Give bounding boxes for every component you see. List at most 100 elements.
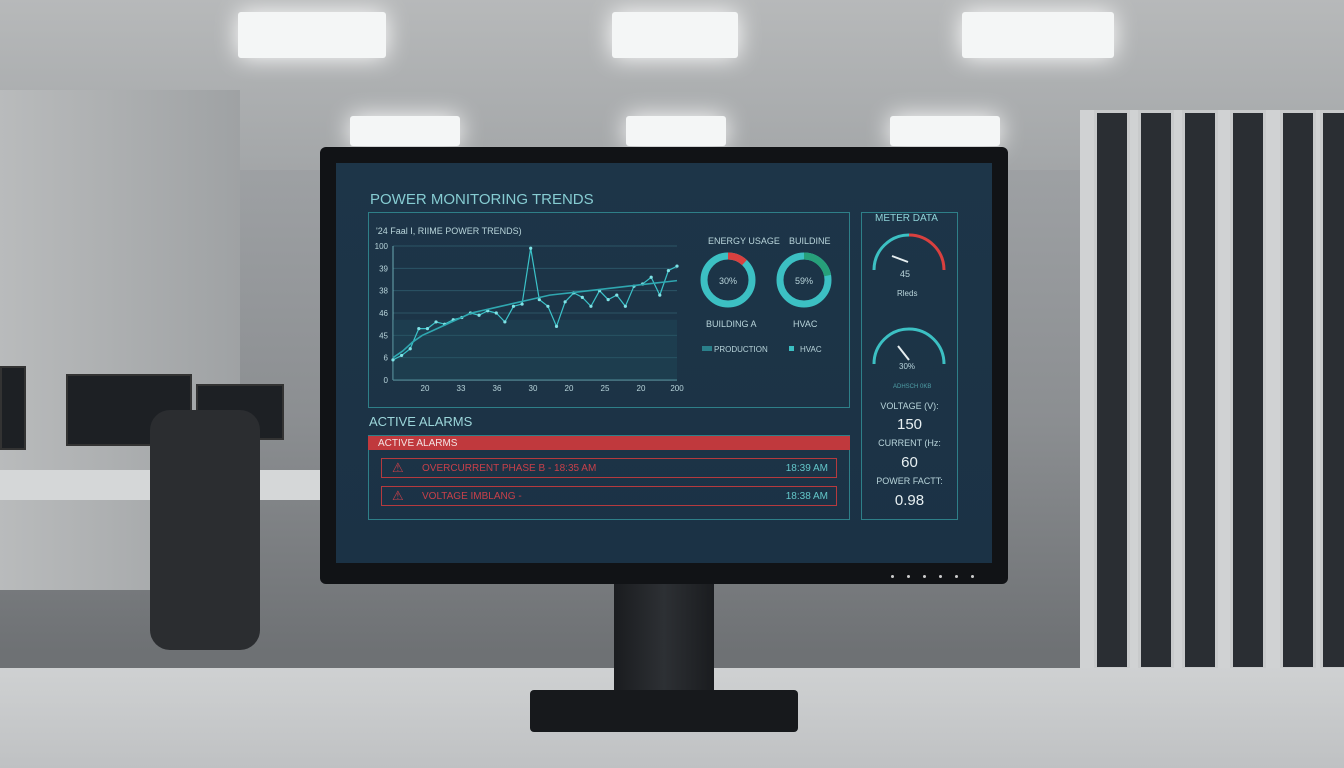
trend-panel: [368, 212, 850, 408]
data-point: [615, 293, 619, 297]
dashboard-screen: [336, 163, 992, 563]
y-tick-label: 45: [379, 331, 388, 340]
power-factor-label: POWER FACTT:: [876, 476, 943, 486]
data-point: [408, 347, 412, 351]
monitor-base: [530, 690, 798, 732]
data-point: [425, 327, 430, 331]
donut-label: HVAC: [793, 319, 818, 329]
background-monitor: [0, 366, 26, 450]
x-tick-label: 20: [421, 384, 430, 393]
donut-value: 59%: [794, 276, 813, 286]
donut-label: BUILDING A: [706, 319, 757, 329]
monitor-button[interactable]: [907, 575, 910, 578]
gauge-2: [872, 327, 946, 365]
data-point: [434, 320, 438, 324]
x-tick-label: 25: [601, 384, 610, 393]
y-tick-label: 39: [379, 264, 388, 273]
gauge-needle: [891, 255, 909, 263]
data-point: [503, 320, 507, 324]
data-point: [580, 295, 584, 299]
x-tick-label: 20: [637, 384, 646, 393]
alarm-row[interactable]: ⚠ OVERCURRENT PHASE B - 18:35 AM 18:39 A…: [381, 458, 837, 478]
x-tick-label: 20: [565, 384, 574, 393]
gauge-label: ADHSCH 0KB: [893, 384, 932, 390]
series-line: [392, 248, 678, 361]
data-point: [520, 302, 524, 306]
gauge-label: Rleds: [897, 289, 918, 298]
data-point: [649, 275, 653, 279]
y-tick-label: 100: [375, 242, 389, 251]
data-point: [537, 298, 541, 302]
data-point: [658, 293, 662, 297]
meter-panel: [861, 212, 958, 520]
data-point: [546, 304, 550, 308]
data-point: [494, 311, 498, 315]
data-point: [589, 304, 593, 308]
alarms-title: ACTIVE ALARMS: [369, 414, 473, 429]
x-tick-label: 33: [457, 384, 466, 393]
alarm-message: OVERCURRENT PHASE B - 18:35 AM: [422, 463, 597, 474]
y-tick-label: 6: [384, 354, 389, 363]
data-point: [666, 268, 670, 273]
x-tick-label: 30: [529, 384, 538, 393]
data-point: [606, 298, 610, 302]
alarm-message: VOLTAGE IMBLANG -: [422, 491, 522, 502]
monitor-button[interactable]: [939, 575, 942, 578]
monitor-button[interactable]: [955, 575, 958, 578]
data-point: [563, 300, 567, 304]
warning-icon: ⚠: [392, 460, 404, 475]
energy-usage-subtitle: BUILDINE: [789, 236, 831, 246]
y-tick-label: 46: [379, 309, 388, 318]
data-point: [417, 327, 421, 331]
monitor-power-button[interactable]: [971, 575, 974, 578]
data-point: [511, 304, 516, 308]
ceiling-light: [350, 116, 460, 146]
ceiling-light: [238, 12, 386, 58]
energy-usage-title: ENERGY USAGE: [708, 236, 780, 246]
legend-label: HVAC: [800, 345, 822, 354]
y-tick-label: 0: [384, 376, 389, 385]
legend-swatch: [702, 346, 712, 351]
voltage-label: VOLTAGE (V):: [880, 401, 939, 411]
monitor-stand: [614, 584, 714, 696]
office-chair: [150, 410, 260, 650]
data-point: [554, 324, 559, 328]
area-fill: [393, 319, 677, 380]
data-point: [623, 304, 627, 308]
current-value: 60: [901, 454, 918, 471]
alarm-time: 18:38 AM: [785, 491, 828, 502]
power-trend-chart: 100 39 38 46 45 6 0 20 33 36 30 20 25 20 200: [375, 242, 685, 393]
legend-label: PRODUCTION: [714, 345, 768, 354]
alarm-time: 18:39 AM: [785, 463, 828, 474]
data-point: [477, 313, 481, 317]
gauge-needle: [897, 345, 910, 361]
ceiling-light: [890, 116, 1000, 146]
gauge-1: [872, 233, 946, 271]
series-line: [392, 279, 678, 359]
voltage-value: 150: [896, 416, 923, 433]
alarm-row[interactable]: ⚠ VOLTAGE IMBLANG - 18:38 AM: [381, 486, 837, 506]
donut-building-a: [700, 252, 756, 308]
warning-icon: ⚠: [392, 488, 404, 503]
current-label: CURRENT (Hz:: [878, 438, 941, 448]
ceiling-light: [612, 12, 738, 58]
data-point: [391, 358, 395, 362]
chart-title: '24 Faal I, RIIME POWER TRENDS): [376, 226, 522, 236]
meter-title: METER DATA: [875, 213, 938, 224]
data-point: [529, 246, 533, 250]
ceiling-light: [626, 116, 726, 146]
donut-value: 30%: [718, 276, 737, 286]
donut-hvac: [776, 252, 832, 308]
monitor-button[interactable]: [923, 575, 926, 578]
legend-swatch: [789, 346, 794, 351]
data-point: [400, 353, 404, 358]
y-tick-label: 38: [379, 287, 388, 296]
x-tick-label: 36: [493, 384, 502, 393]
ceiling-light: [962, 12, 1114, 58]
gauge-value: 30%: [899, 362, 916, 371]
alarms-panel: [368, 435, 850, 520]
monitor-button[interactable]: [891, 575, 894, 578]
gauge-value: 45: [900, 269, 911, 279]
data-point: [675, 264, 679, 268]
server-racks: [1080, 110, 1344, 670]
